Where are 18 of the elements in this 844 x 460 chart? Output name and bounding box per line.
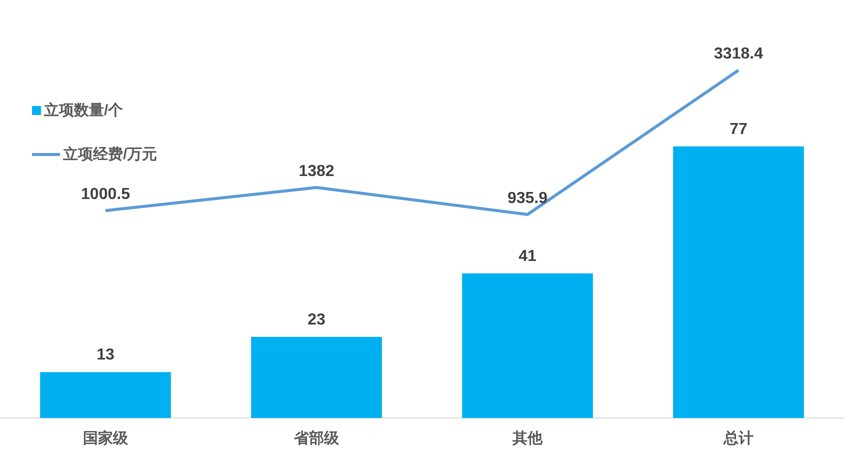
data-label: 41 bbox=[518, 248, 536, 265]
x-tick-label: 国家级 bbox=[83, 429, 129, 448]
bar bbox=[40, 372, 171, 418]
data-label: 1382 bbox=[298, 162, 334, 180]
data-label: 23 bbox=[308, 311, 326, 328]
data-label: 3318.4 bbox=[714, 46, 764, 63]
legend-label: 立项数量/个 bbox=[44, 100, 124, 120]
legend-label: 立项经费/万元 bbox=[63, 144, 158, 164]
x-tick-label: 其他 bbox=[512, 430, 544, 448]
data-label: 1000.5 bbox=[81, 186, 130, 204]
data-label: 935.9 bbox=[507, 190, 548, 207]
data-label: 13 bbox=[96, 346, 114, 364]
bar bbox=[462, 273, 593, 418]
data-label: 77 bbox=[730, 120, 748, 138]
x-tick-label: 总计 bbox=[722, 430, 754, 448]
bar bbox=[251, 336, 382, 418]
x-tick-label: 省部级 bbox=[293, 429, 340, 448]
bar bbox=[673, 146, 804, 418]
